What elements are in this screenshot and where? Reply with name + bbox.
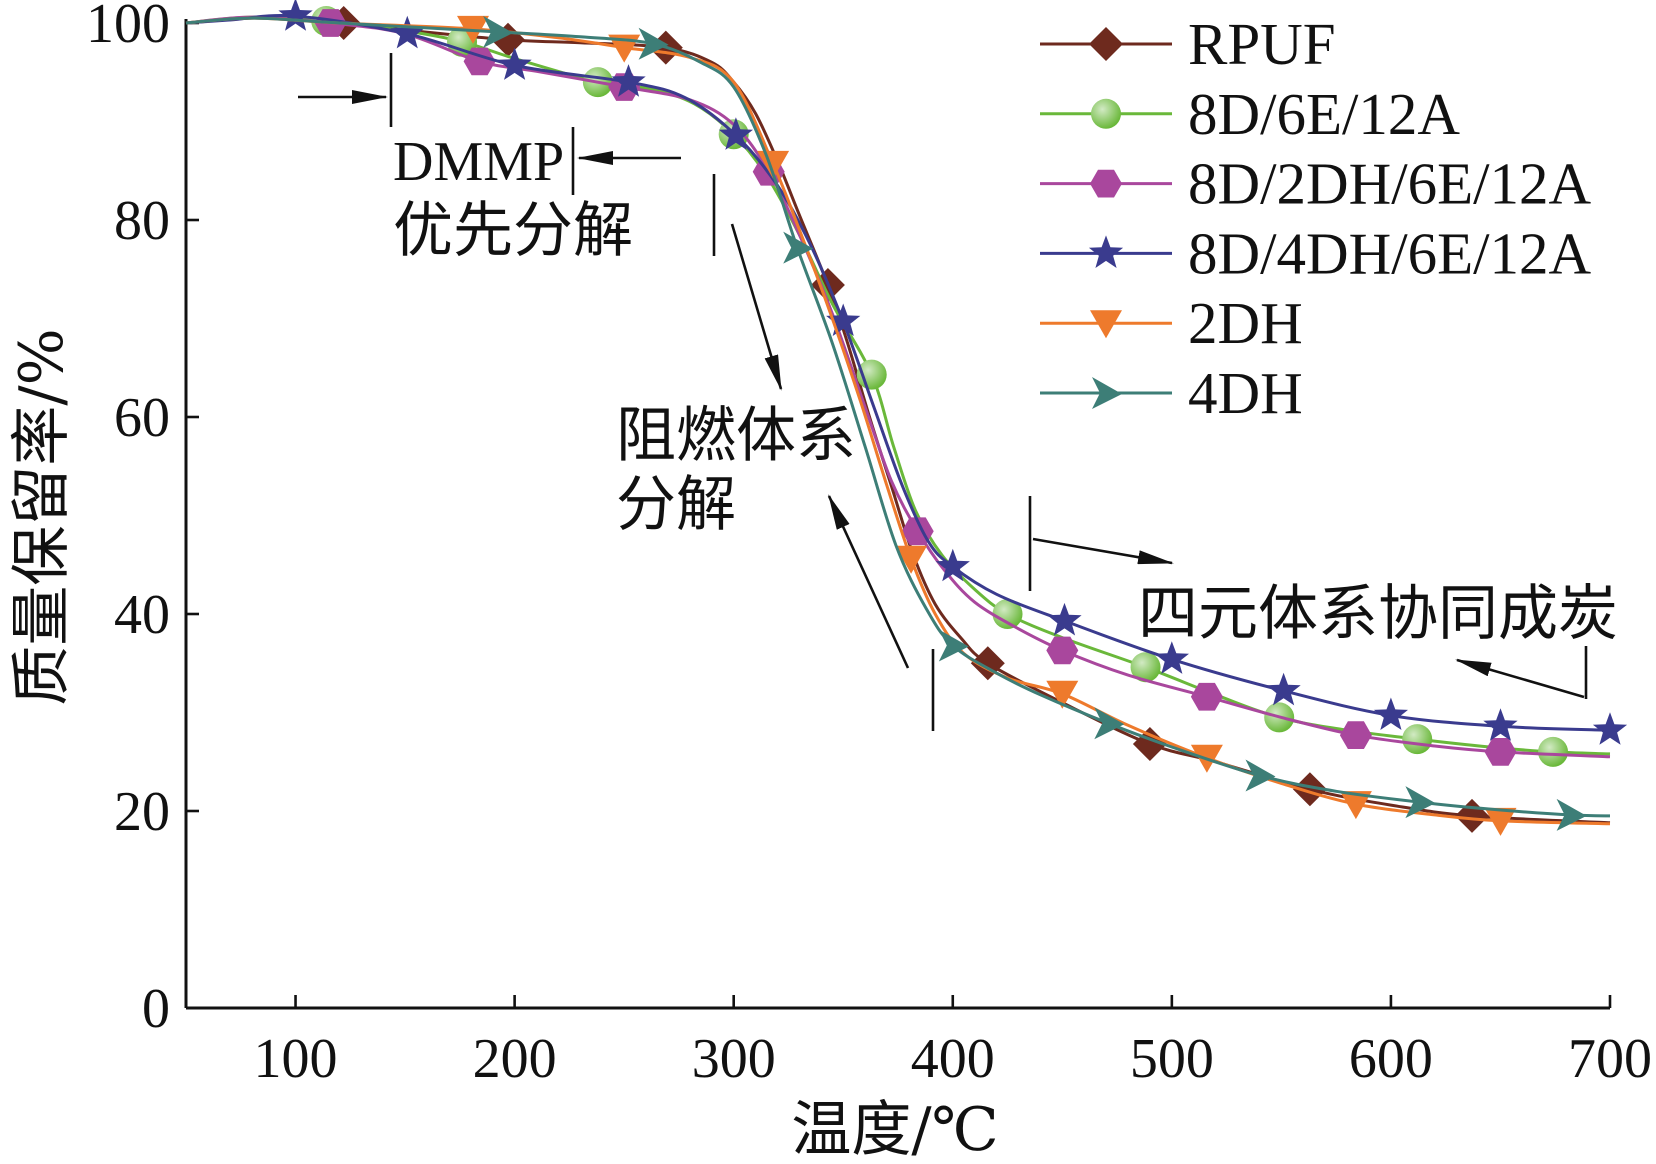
legend-label: 8D/6E/12A — [1188, 81, 1460, 147]
legend-label: 4DH — [1188, 360, 1303, 426]
data-point — [1292, 772, 1327, 807]
legend: RPUF8D/6E/12A8D/2DH/6E/12A8D/4DH/6E/12A2… — [1040, 11, 1592, 426]
series-line — [185, 16, 1611, 818]
data-point — [497, 47, 532, 80]
data-point — [1592, 712, 1628, 745]
legend-item: 4DH — [1040, 360, 1303, 426]
y-tick-label: 60 — [114, 387, 170, 449]
data-point — [278, 0, 313, 31]
data-point — [390, 15, 425, 49]
data-point — [992, 599, 1023, 629]
axes: 100 200 300 400 500 600 700 0 20 40 60 80 100 — [86, 0, 1652, 1090]
legend-item: 8D/4DH/6E/12A — [1040, 220, 1592, 286]
data-point — [1190, 682, 1223, 711]
data-point — [1556, 798, 1587, 831]
data-point — [483, 15, 514, 48]
annotations: DMMP 优先分解 阻燃体系 分解 四元体系协同成炭 — [298, 53, 1618, 731]
y-tick-label: 100 — [86, 0, 170, 55]
data-point — [826, 303, 861, 336]
data-point — [1538, 736, 1569, 767]
y-tick-label: 20 — [114, 781, 170, 843]
x-tick-label: 200 — [473, 1028, 557, 1090]
legend-marker — [1090, 310, 1122, 339]
x-tick-label: 100 — [254, 1028, 338, 1090]
annotation-dmmp: DMMP — [393, 131, 564, 193]
legend-label: RPUF — [1188, 11, 1336, 77]
x-tick-label: 300 — [692, 1028, 776, 1090]
data-point — [1455, 798, 1489, 833]
x-tick-label: 600 — [1349, 1028, 1433, 1090]
legend-marker — [1088, 235, 1124, 268]
data-point — [1339, 721, 1372, 749]
data-point — [1484, 738, 1517, 766]
legend-marker — [1090, 169, 1122, 198]
y-axis-label: 质量保留率/% — [7, 328, 77, 705]
data-point — [638, 27, 669, 60]
data-point — [1266, 672, 1301, 706]
x-tick-label: 400 — [911, 1028, 995, 1090]
x-axis-label: 温度/℃ — [791, 1095, 998, 1164]
annotation-arrow — [827, 494, 910, 669]
data-point — [1094, 707, 1125, 740]
data-point — [895, 545, 928, 574]
data-point — [1483, 708, 1518, 741]
annotation-arrow — [730, 223, 783, 391]
annotation-arrow — [1455, 658, 1585, 699]
data-point — [783, 231, 814, 264]
x-tick-label: 700 — [1568, 1028, 1652, 1090]
x-tick-label: 500 — [1130, 1028, 1214, 1090]
series-4dh — [185, 15, 1611, 831]
legend-label: 8D/4DH/6E/12A — [1188, 220, 1592, 286]
annotation-priority-decomposition: 优先分解 — [393, 196, 633, 266]
data-point — [1402, 724, 1433, 755]
data-point — [938, 629, 969, 662]
annotation-flame-retardant-system: 阻燃体系 — [616, 401, 856, 471]
legend-marker — [1092, 377, 1122, 409]
data-point — [1339, 791, 1372, 820]
data-point — [1405, 786, 1436, 819]
y-tick-label: 80 — [114, 190, 170, 252]
legend-item: 2DH — [1040, 290, 1303, 356]
data-point — [1484, 807, 1517, 836]
annotation-arrow — [1032, 537, 1174, 565]
y-tick-label: 0 — [142, 978, 170, 1040]
data-point — [611, 64, 646, 97]
data-point — [1245, 759, 1276, 792]
data-point — [1046, 636, 1079, 665]
data-point — [1047, 602, 1082, 636]
data-point — [1154, 641, 1189, 674]
annotation-decomposition: 分解 — [616, 470, 736, 540]
data-point — [1130, 652, 1161, 683]
annotation-synergistic-charring: 四元体系协同成炭 — [1138, 579, 1618, 649]
legend-label: 2DH — [1188, 290, 1303, 356]
legend-label: 8D/2DH/6E/12A — [1188, 151, 1592, 217]
data-point — [1373, 697, 1408, 730]
legend-marker — [1091, 98, 1121, 129]
data-point — [718, 117, 753, 150]
legend-item: 8D/6E/12A — [1040, 81, 1460, 147]
legend-marker — [1089, 27, 1123, 61]
data-point — [935, 548, 970, 582]
data-point — [757, 150, 790, 179]
data-point — [1046, 680, 1079, 709]
series-8d-4dh-6e-12a — [185, 0, 1628, 745]
plot-area — [185, 0, 1628, 836]
y-tick-label: 40 — [114, 584, 170, 646]
legend-item: RPUF — [1040, 11, 1336, 77]
legend-item: 8D/2DH/6E/12A — [1040, 151, 1592, 217]
